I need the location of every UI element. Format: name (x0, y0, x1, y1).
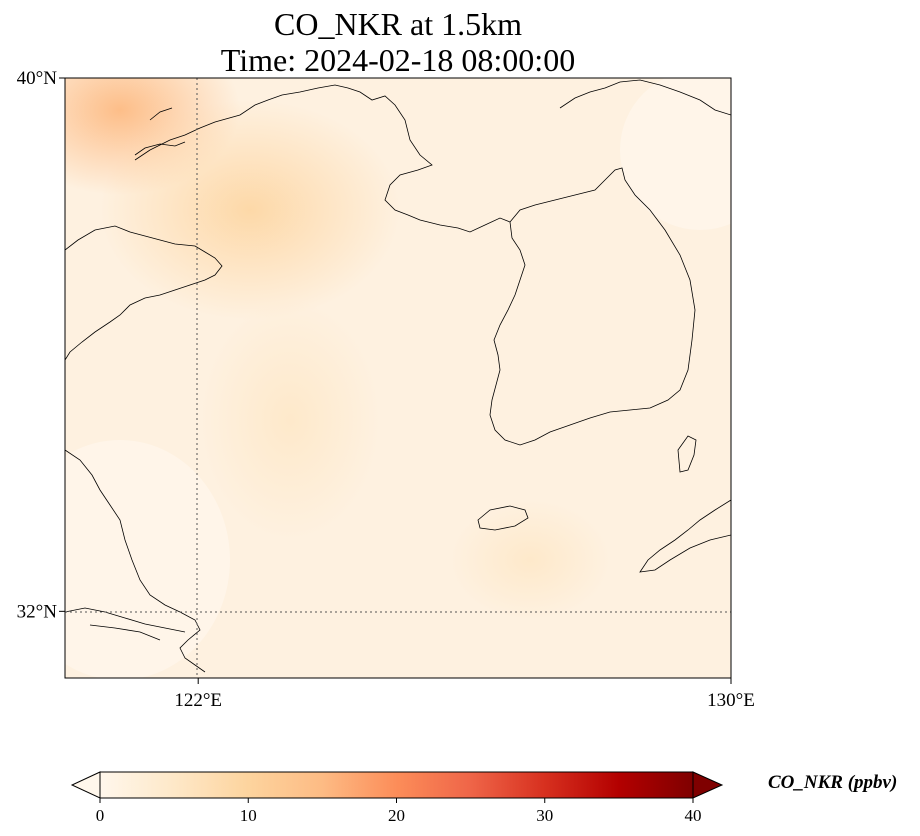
lat-tick-label: 40°N (17, 68, 58, 89)
colorbar-tick-label: 30 (536, 806, 553, 825)
colorbar-tick-label: 10 (240, 806, 257, 825)
colorbar-tick-label: 0 (96, 806, 105, 825)
colorbar-extend-min (70, 771, 101, 799)
map-title: CO_NKR at 1.5km (274, 6, 522, 42)
colorbar-extend-max (692, 771, 724, 799)
map-time-subtitle: Time: 2024-02-18 08:00:00 (220, 42, 576, 78)
map-frame (64, 77, 732, 679)
colorbar-title: CO_NKR (ppbv) (768, 772, 897, 793)
gridlines (65, 78, 731, 678)
colorbar: 0 10 20 30 40 CO_NKR (ppbv) (70, 771, 897, 825)
coastlines (65, 79, 731, 673)
axis-ticks: 40°N 32°N 122°E 130°E (17, 68, 755, 711)
lon-tick-label: 130°E (707, 690, 755, 711)
colorbar-tick-label: 20 (388, 806, 405, 825)
colorbar-gradient (99, 771, 694, 799)
lon-tick-label: 122°E (174, 690, 222, 711)
colorbar-tick-label: 40 (685, 806, 702, 825)
lat-tick-label: 32°N (17, 601, 58, 622)
concentration-field (65, 78, 731, 678)
